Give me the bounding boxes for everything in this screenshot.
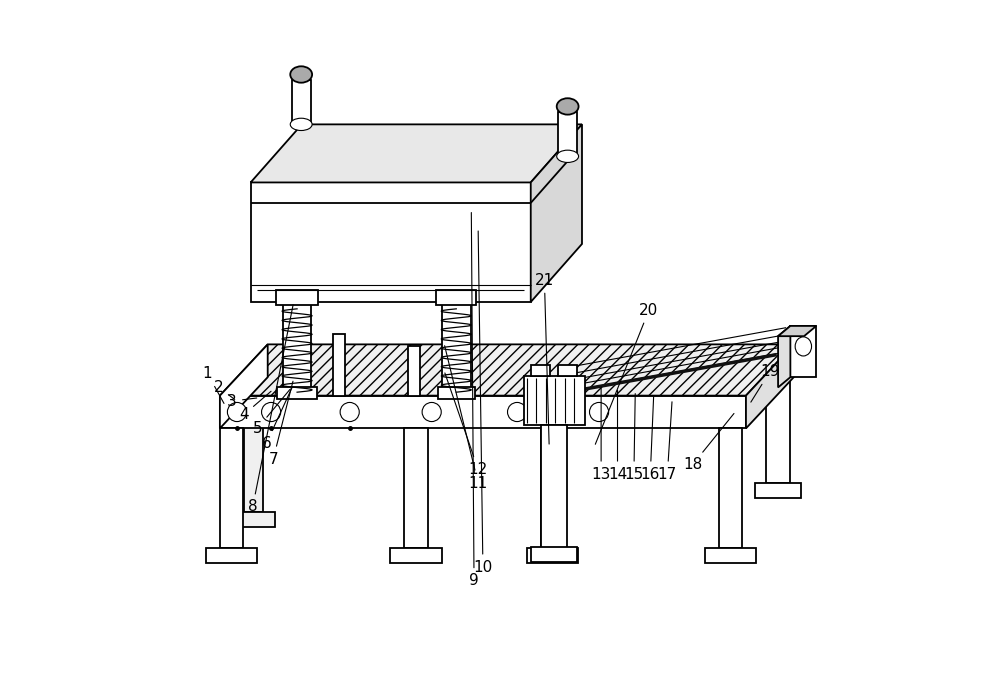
Polygon shape xyxy=(283,302,311,396)
Polygon shape xyxy=(790,326,816,377)
Bar xyxy=(390,548,442,563)
Bar xyxy=(232,512,275,527)
Polygon shape xyxy=(220,344,268,428)
Bar xyxy=(292,80,311,124)
Bar xyxy=(527,548,578,563)
Text: 17: 17 xyxy=(658,402,677,482)
Bar xyxy=(531,365,550,376)
Ellipse shape xyxy=(508,403,527,422)
Text: 15: 15 xyxy=(624,394,644,482)
Bar xyxy=(220,428,243,548)
Bar xyxy=(558,112,577,156)
Ellipse shape xyxy=(290,118,312,130)
Polygon shape xyxy=(442,302,471,396)
Text: 11: 11 xyxy=(445,346,488,490)
Text: 10: 10 xyxy=(473,231,493,575)
Text: 2: 2 xyxy=(214,380,235,399)
Polygon shape xyxy=(778,326,816,336)
Text: 6: 6 xyxy=(261,386,293,451)
Text: 8: 8 xyxy=(248,305,293,514)
Polygon shape xyxy=(531,124,582,302)
Text: 21: 21 xyxy=(535,272,554,444)
Text: 9: 9 xyxy=(469,213,479,589)
Ellipse shape xyxy=(557,98,579,115)
Ellipse shape xyxy=(262,403,281,422)
Text: 7: 7 xyxy=(268,381,293,466)
Ellipse shape xyxy=(795,337,812,356)
Text: 12: 12 xyxy=(445,373,488,477)
Bar xyxy=(277,387,317,399)
Polygon shape xyxy=(251,124,582,182)
Bar xyxy=(524,376,585,425)
Text: 20: 20 xyxy=(595,303,659,445)
Bar xyxy=(705,548,756,563)
Polygon shape xyxy=(746,344,794,428)
Bar xyxy=(244,403,263,512)
Bar xyxy=(333,334,345,396)
Bar xyxy=(755,483,801,498)
Bar xyxy=(541,425,567,548)
Bar xyxy=(206,548,257,563)
Polygon shape xyxy=(220,344,794,396)
Bar xyxy=(558,365,577,376)
Bar xyxy=(541,428,564,548)
Bar xyxy=(404,428,428,548)
Text: 19: 19 xyxy=(751,364,780,402)
Ellipse shape xyxy=(557,150,579,163)
Bar xyxy=(438,387,475,399)
Ellipse shape xyxy=(422,403,441,422)
Ellipse shape xyxy=(227,403,247,422)
Text: 4: 4 xyxy=(239,391,271,423)
Ellipse shape xyxy=(590,403,609,422)
Text: 1: 1 xyxy=(203,366,224,403)
Polygon shape xyxy=(220,396,746,428)
Bar xyxy=(766,377,790,483)
Ellipse shape xyxy=(340,403,359,422)
Ellipse shape xyxy=(290,67,312,83)
Polygon shape xyxy=(778,326,790,388)
Text: 14: 14 xyxy=(608,390,627,482)
Text: 3: 3 xyxy=(227,394,257,409)
Polygon shape xyxy=(251,182,531,302)
Bar xyxy=(719,428,742,548)
Bar xyxy=(531,547,577,562)
Text: 16: 16 xyxy=(641,397,660,482)
Bar xyxy=(276,290,318,305)
Bar xyxy=(408,346,420,396)
Text: 5: 5 xyxy=(253,390,290,436)
Text: 13: 13 xyxy=(591,387,611,482)
Text: 18: 18 xyxy=(683,414,734,472)
Bar xyxy=(436,290,476,305)
